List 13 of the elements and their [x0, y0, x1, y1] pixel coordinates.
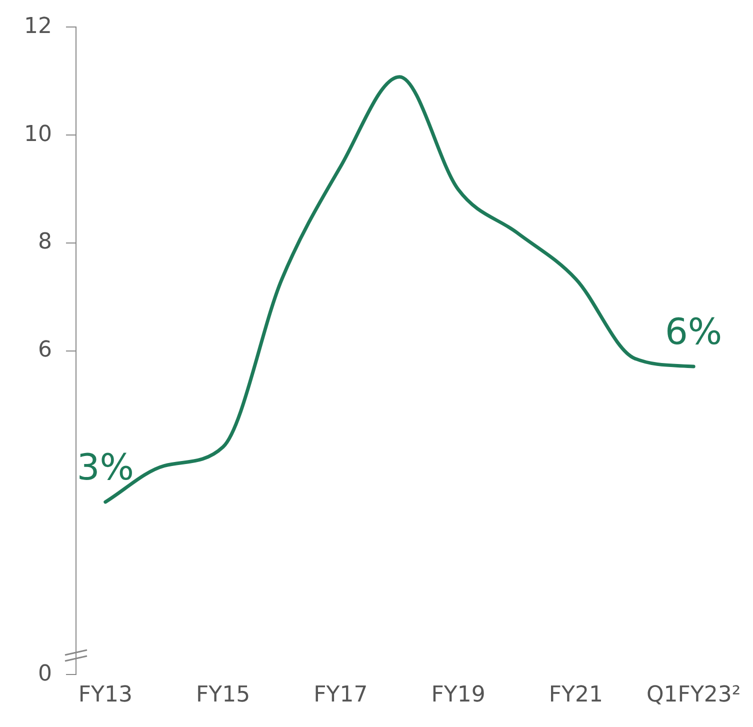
y-tick-label: 0 [38, 661, 52, 686]
x-tick-label: FY17 [314, 682, 368, 708]
x-tick-label: Q1FY23² [646, 682, 741, 708]
x-tick-label: FY15 [196, 682, 250, 708]
x-tick-label: FY19 [431, 682, 486, 708]
data-label: 3% [76, 447, 134, 488]
data-label: 6% [665, 312, 722, 353]
x-tick-label: FY13 [78, 682, 132, 708]
y-tick-label: 12 [24, 14, 52, 39]
y-tick-label: 8 [38, 230, 52, 255]
y-tick-label: 10 [24, 122, 52, 147]
x-tick-label: FY21 [548, 682, 603, 708]
y-tick-label: 6 [38, 338, 52, 363]
